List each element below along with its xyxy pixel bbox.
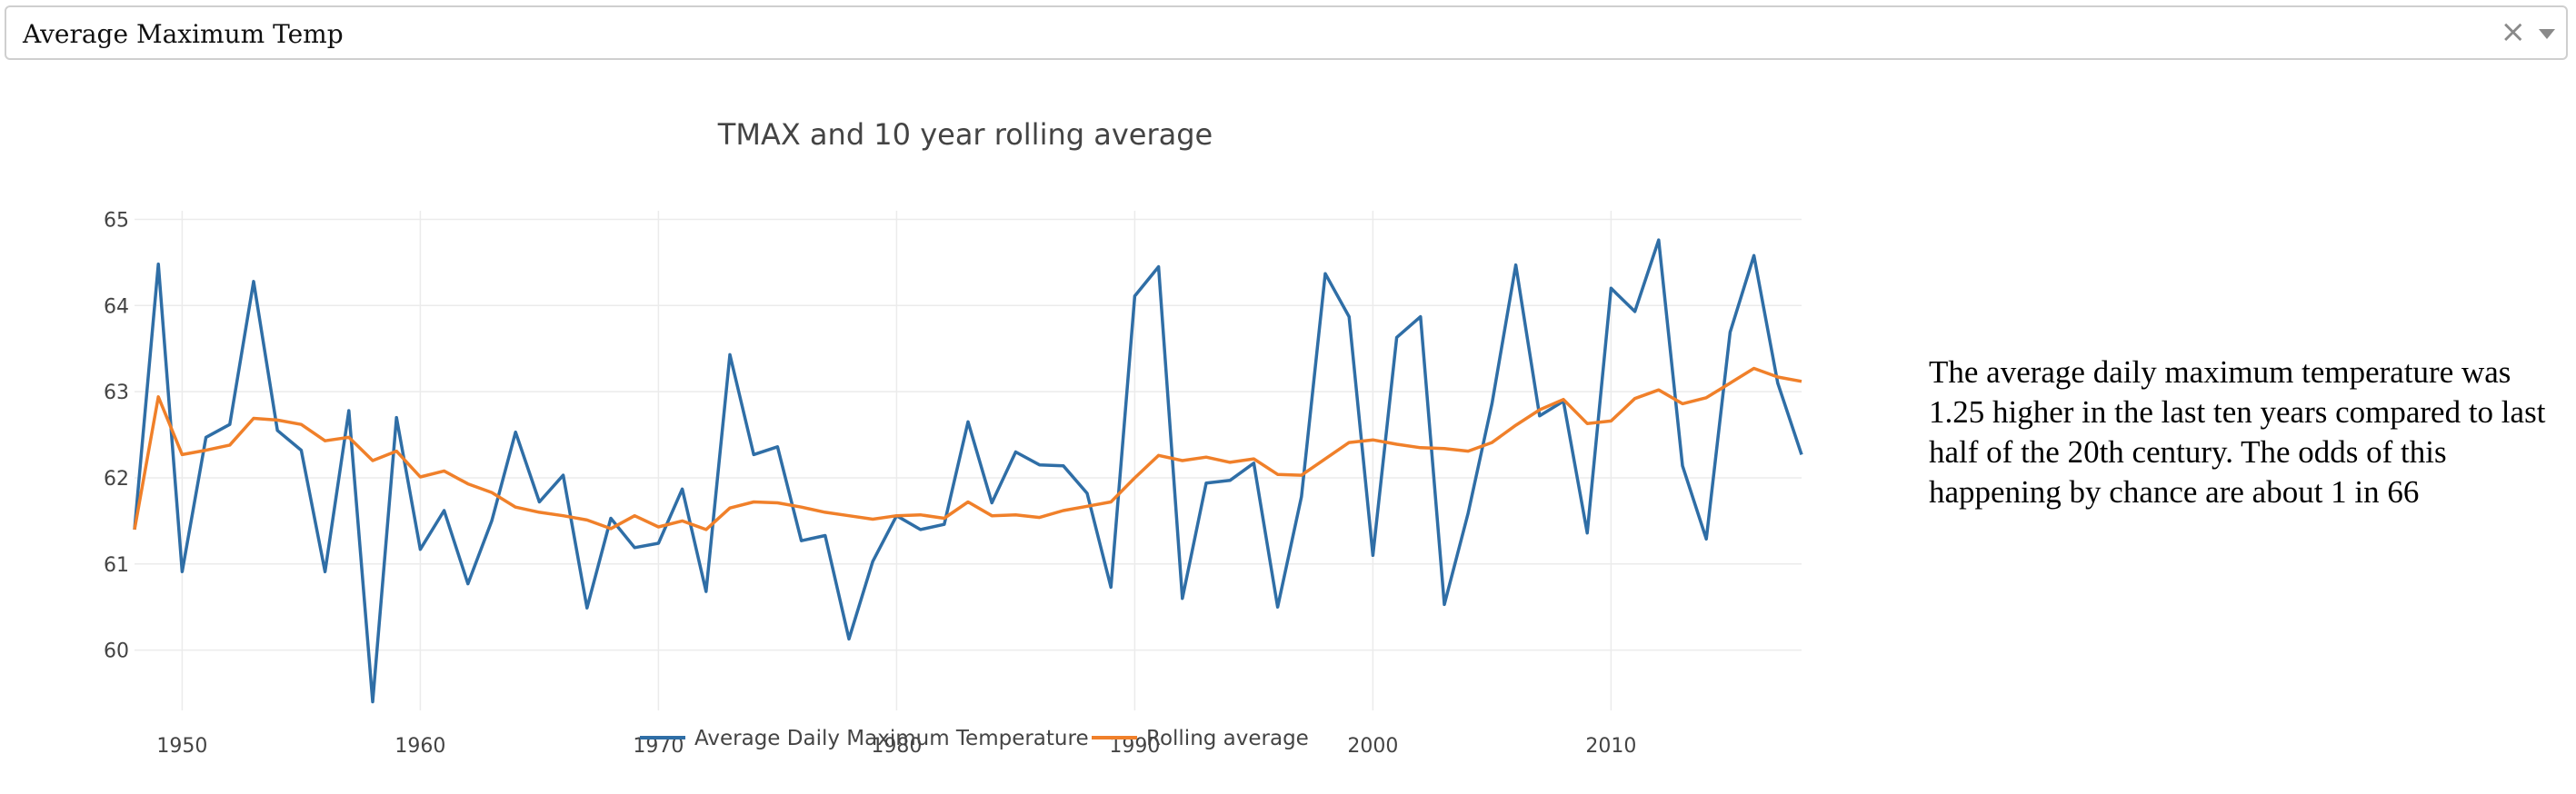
line-chart: TMAX and 10 year rolling average 6061626… <box>104 117 1803 758</box>
x-tick-label: 1950 <box>156 735 207 758</box>
y-tick-label: 63 <box>104 382 129 404</box>
plot-area <box>133 238 1803 704</box>
x-axis: 1950 1960 1970 1980 1990 2000 2010 <box>156 735 1636 758</box>
chevron-down-icon[interactable] <box>2539 29 2555 39</box>
y-tick-label: 65 <box>104 209 129 232</box>
chart-legend[interactable]: Average Daily Maximum Temperature Rolling… <box>640 727 1309 750</box>
clear-icon[interactable]: × <box>2500 14 2527 50</box>
y-tick-label: 64 <box>104 295 129 318</box>
chart-grid <box>135 211 1802 710</box>
dropdown-selected-value: Average Maximum Temp <box>23 19 344 49</box>
chart-title: TMAX and 10 year rolling average <box>717 117 1213 152</box>
y-axis: 60 61 62 63 64 65 <box>104 209 129 662</box>
y-tick-label: 60 <box>104 640 129 663</box>
legend-label: Average Daily Maximum Temperature <box>694 727 1089 750</box>
y-tick-label: 61 <box>104 554 129 577</box>
legend-label: Rolling average <box>1146 727 1309 750</box>
legend-item[interactable]: Average Daily Maximum Temperature <box>640 727 1089 750</box>
x-tick-label: 2010 <box>1585 735 1636 758</box>
x-tick-label: 1960 <box>394 735 445 758</box>
series-line-tmax <box>133 238 1803 704</box>
series-line-rolling-average <box>133 366 1802 531</box>
x-tick-label: 2000 <box>1347 735 1398 758</box>
variable-dropdown[interactable]: Average Maximum Temp × <box>5 5 2568 60</box>
y-tick-label: 62 <box>104 468 129 491</box>
summary-text: The average daily maximum temperature wa… <box>1929 354 2546 510</box>
legend-item[interactable]: Rolling average <box>1092 727 1309 750</box>
x-tick-label: 1980 <box>871 735 922 758</box>
